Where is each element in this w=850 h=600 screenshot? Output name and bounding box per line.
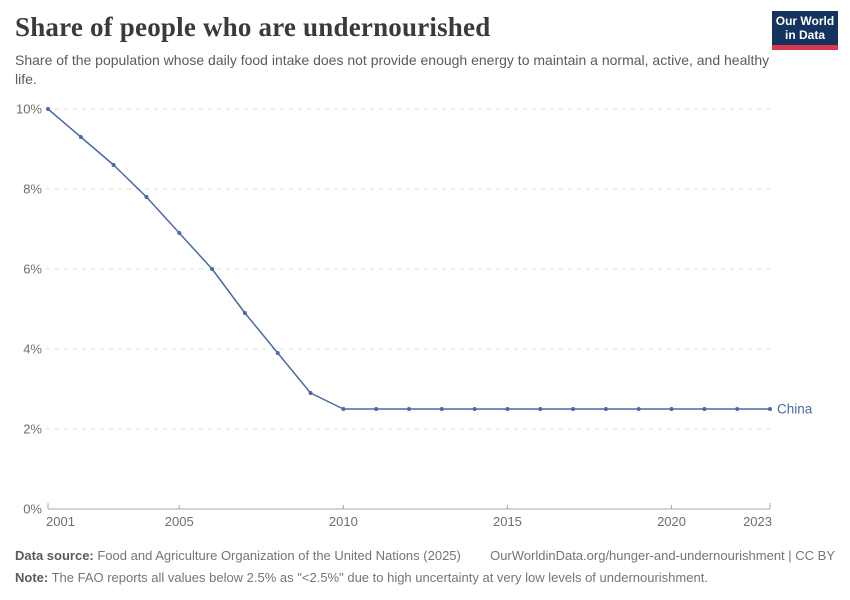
series-label-china[interactable]: China (777, 402, 813, 417)
owid-logo[interactable]: Our World in Data (772, 11, 838, 50)
data-point[interactable] (538, 407, 543, 411)
y-axis-tick-label: 6% (23, 262, 42, 277)
data-source-text: Food and Agriculture Organization of the… (93, 548, 461, 563)
data-source-line: Data source: Food and Agriculture Organi… (15, 547, 461, 564)
data-point[interactable] (308, 391, 313, 395)
note-label: Note: (15, 570, 49, 585)
data-point[interactable] (275, 351, 280, 355)
data-point[interactable] (571, 407, 576, 411)
line-chart[interactable]: 0% 2% 4% 6% 8% 10% 2001 2005 2010 2015 2020 2023 Chi… (0, 0, 850, 545)
data-point[interactable] (768, 407, 772, 411)
note-text: The FAO reports all values below 2.5% as… (48, 570, 708, 585)
x-axis-tick-label: 2023 (743, 514, 772, 529)
data-point[interactable] (702, 407, 707, 411)
x-axis-tick-label: 2001 (46, 514, 75, 529)
data-point[interactable] (374, 407, 379, 411)
y-axis-tick-label: 2% (23, 422, 42, 437)
data-point[interactable] (472, 407, 477, 411)
y-axis-tick-label: 0% (23, 502, 42, 517)
data-point[interactable] (111, 163, 116, 167)
owid-url-license-link[interactable]: OurWorldinData.org/hunger-and-undernouri… (490, 548, 835, 563)
owid-logo-line1: Our World (775, 14, 835, 28)
data-point[interactable] (46, 107, 50, 111)
data-point[interactable] (78, 135, 83, 139)
data-point[interactable] (144, 195, 149, 199)
x-axis-tick-label: 2005 (165, 514, 194, 529)
note-line: Note: The FAO reports all values below 2… (15, 570, 708, 585)
y-axis-tick-label: 10% (16, 102, 42, 117)
data-point[interactable] (242, 311, 247, 315)
chart-subtitle: Share of the population whose daily food… (15, 52, 770, 87)
data-point[interactable] (636, 407, 641, 411)
data-source-label: Data source: (15, 548, 94, 563)
x-axis-tick-label: 2020 (657, 514, 686, 529)
data-point[interactable] (341, 407, 346, 411)
data-point[interactable] (177, 231, 182, 235)
chart-title: Share of people who are undernourished (15, 12, 491, 42)
data-point[interactable] (603, 407, 608, 411)
data-point[interactable] (505, 407, 510, 411)
data-point[interactable] (735, 407, 740, 411)
data-point[interactable] (439, 407, 444, 411)
owid-logo-line2: in Data (784, 28, 825, 42)
china-line[interactable] (47, 108, 770, 410)
data-point[interactable] (669, 407, 674, 411)
data-point[interactable] (210, 267, 215, 271)
x-axis-tick-label: 2015 (493, 514, 522, 529)
y-axis-tick-label: 8% (23, 182, 42, 197)
data-point[interactable] (407, 407, 411, 411)
x-axis-tick-label: 2010 (329, 514, 358, 529)
y-axis-tick-label: 4% (23, 342, 42, 357)
chart-footer: Data source: Food and Agriculture Organi… (15, 547, 835, 586)
